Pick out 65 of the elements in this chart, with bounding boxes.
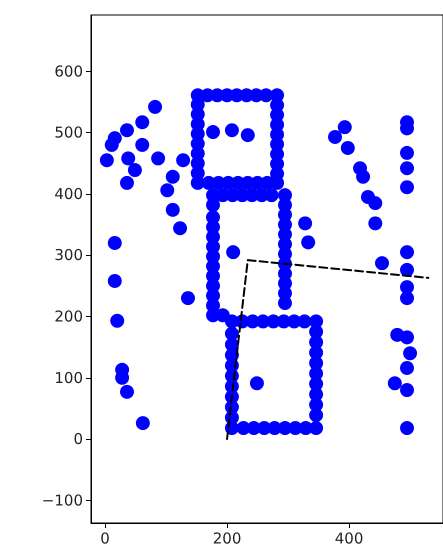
- point: [388, 376, 402, 390]
- point: [226, 245, 240, 260]
- point: [368, 216, 382, 230]
- point: [356, 170, 370, 184]
- y-tick-label: 200: [54, 307, 83, 326]
- y-tick-label: 400: [54, 184, 83, 203]
- point: [236, 421, 251, 436]
- point: [264, 188, 279, 202]
- point: [368, 196, 382, 210]
- point: [100, 153, 114, 168]
- point: [148, 100, 162, 114]
- point: [400, 161, 414, 176]
- point: [400, 291, 414, 306]
- point: [400, 262, 414, 277]
- point: [400, 245, 414, 260]
- point: [400, 360, 414, 375]
- point: [403, 346, 418, 360]
- x-tick-label: 200: [212, 530, 242, 548]
- point: [400, 146, 414, 160]
- point: [136, 416, 150, 430]
- x-tick-label: 0: [100, 530, 110, 548]
- point: [108, 274, 122, 288]
- point: [278, 296, 292, 310]
- y-tick-label: 500: [54, 124, 83, 142]
- point: [250, 376, 264, 390]
- point: [120, 123, 134, 138]
- point: [173, 221, 188, 236]
- point: [166, 170, 180, 184]
- y-tick-label: 100: [54, 368, 83, 387]
- point: [298, 314, 312, 328]
- point: [176, 153, 190, 168]
- point: [206, 125, 220, 140]
- point: [224, 326, 239, 341]
- point: [181, 291, 195, 306]
- point: [135, 138, 150, 152]
- x-tick-label: 400: [334, 530, 364, 548]
- point: [309, 408, 324, 422]
- point: [151, 151, 166, 166]
- point: [108, 131, 122, 146]
- point: [166, 202, 180, 217]
- point: [135, 115, 150, 130]
- point: [400, 180, 414, 194]
- point: [240, 128, 255, 142]
- point: [120, 176, 134, 190]
- point: [108, 236, 122, 250]
- y-tick-label: −100: [42, 491, 83, 510]
- point: [121, 151, 136, 166]
- point: [301, 235, 316, 250]
- y-tick-label: 300: [54, 246, 83, 264]
- point: [390, 328, 404, 342]
- point: [400, 421, 414, 436]
- y-tick-label: 600: [54, 62, 83, 80]
- point: [340, 140, 355, 155]
- point: [338, 120, 352, 134]
- point: [120, 384, 134, 399]
- point: [224, 123, 239, 138]
- point: [298, 216, 312, 230]
- point: [375, 256, 389, 270]
- point: [160, 183, 174, 198]
- y-tick-label: 0: [73, 430, 83, 448]
- point: [110, 314, 124, 328]
- point: [128, 163, 142, 178]
- point: [328, 130, 342, 144]
- point: [400, 383, 414, 398]
- point: [206, 210, 220, 224]
